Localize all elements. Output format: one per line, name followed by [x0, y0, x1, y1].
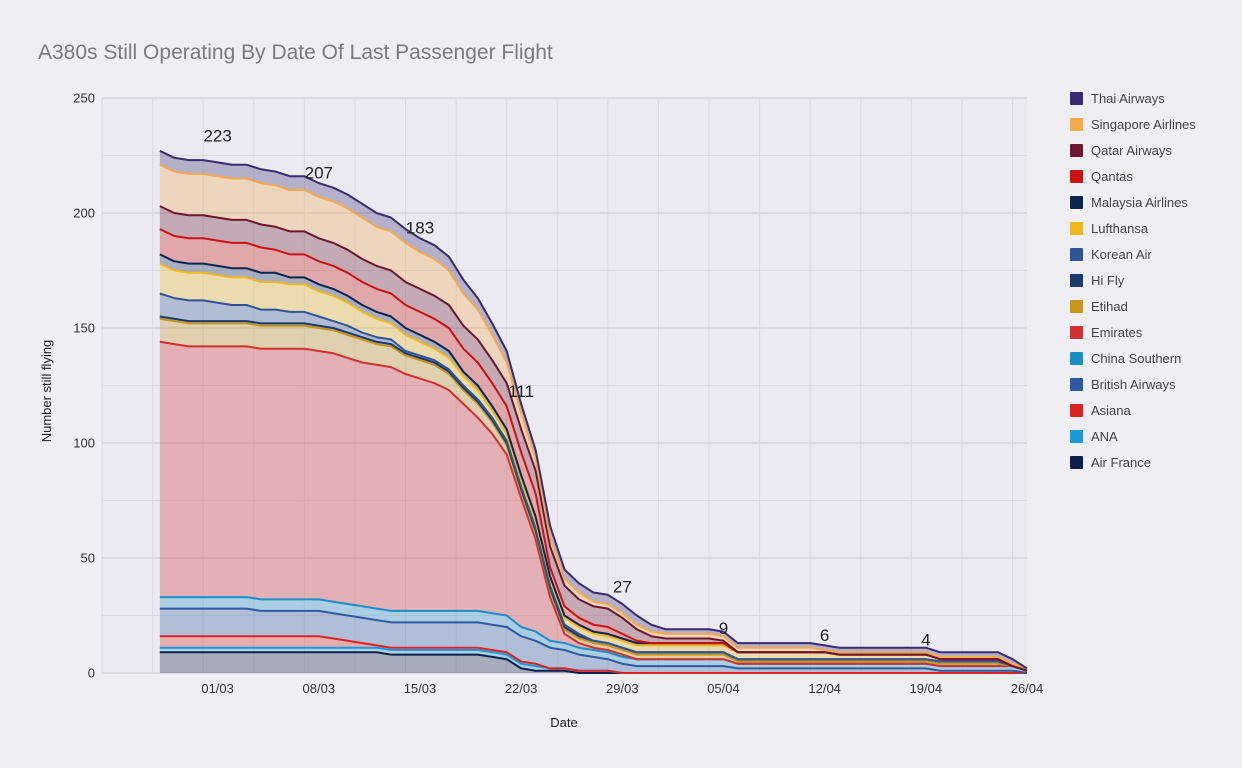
x-tick-label: 22/03 [505, 681, 538, 696]
legend-label-etihad: Etihad [1091, 299, 1128, 314]
annotation-label: 4 [921, 630, 930, 649]
y-axis-label: Number still flying [39, 340, 54, 443]
legend-label-singapore-airlines: Singapore Airlines [1091, 117, 1196, 132]
line-korean-air [159, 292, 1028, 672]
x-tick-label: 12/04 [808, 681, 841, 696]
legend-label-ana: ANA [1091, 429, 1118, 444]
legend-swatch-thai-airways [1070, 92, 1083, 105]
line-singapore-airlines [159, 163, 1028, 670]
annotations: 223 207 183 111 27 9 6 4 [203, 127, 930, 650]
area-emirates [159, 341, 1027, 671]
legend-label-hi-fly: Hi Fly [1091, 273, 1125, 288]
line-emirates [159, 340, 1028, 672]
area-singapore-airlines [159, 164, 1027, 671]
legend-swatch-asiana [1070, 404, 1083, 417]
legend-label-emirates: Emirates [1091, 325, 1143, 340]
annotation-label: 223 [203, 127, 231, 146]
x-tick-label: 05/04 [707, 681, 740, 696]
y-tick-label: 50 [81, 551, 95, 566]
x-tick-label: 26/04 [1011, 681, 1044, 696]
legend-swatch-hi-fly [1070, 274, 1083, 287]
chart-title: A380s Still Operating By Date Of Last Pa… [38, 41, 553, 64]
legend-swatch-emirates [1070, 326, 1083, 339]
annotation-label: 6 [820, 626, 829, 645]
legend-label-asiana: Asiana [1091, 403, 1132, 418]
area-china-southern [159, 597, 1027, 673]
line-etihad [159, 317, 1028, 672]
legend-swatch-korean-air [1070, 248, 1083, 261]
legend-label-air-france: Air France [1091, 455, 1151, 470]
y-tick-label: 150 [73, 321, 95, 336]
y-tick-label: 100 [73, 436, 95, 451]
annotation-label: 27 [613, 578, 632, 597]
series-lines [159, 149, 1028, 674]
y-axis-ticks: 0 50 100 150 200 250 [73, 91, 95, 681]
legend-swatch-singapore-airlines [1070, 118, 1083, 131]
legend-label-qantas: Qantas [1091, 169, 1133, 184]
annotation-label: 183 [406, 219, 434, 238]
legend-swatch-lufthansa [1070, 222, 1083, 235]
x-axis-ticks: 01/03 08/03 15/03 22/03 29/03 05/04 12/04 19/04… [201, 681, 1043, 696]
legend-label-lufthansa: Lufthansa [1091, 221, 1149, 236]
legend-swatch-china-southern [1070, 352, 1083, 365]
legend-swatch-qatar-airways [1070, 144, 1083, 157]
area-ana [159, 647, 1027, 673]
x-tick-label: 29/03 [606, 681, 639, 696]
legend-label-korean-air: Korean Air [1091, 247, 1152, 262]
legend-swatch-air-france [1070, 456, 1083, 469]
legend-swatch-qantas [1070, 170, 1083, 183]
x-tick-label: 15/03 [404, 681, 437, 696]
x-tick-label: 01/03 [201, 681, 234, 696]
legend-swatch-etihad [1070, 300, 1083, 313]
x-tick-label: 08/03 [303, 681, 336, 696]
legend-label-china-southern: China Southern [1091, 351, 1181, 366]
x-axis-label: Date [550, 715, 577, 730]
x-tick-label: 19/04 [910, 681, 943, 696]
area-british-airways [159, 608, 1027, 673]
line-qatar-airways [159, 205, 1028, 672]
line-british-airways [159, 607, 1028, 674]
annotation-label: 111 [508, 382, 534, 401]
legend-label-thai-airways: Thai Airways [1091, 91, 1165, 106]
legend-swatch-ana [1070, 430, 1083, 443]
line-thai-airways [159, 149, 1028, 670]
legend: Thai Airways Singapore Airlines Qatar Airw… [1070, 91, 1196, 470]
area-air-france [159, 652, 1027, 673]
annotation-label: 207 [305, 164, 333, 183]
line-asiana [159, 635, 1027, 674]
legend-label-qatar-airways: Qatar Airways [1091, 143, 1172, 158]
y-tick-label: 0 [88, 666, 95, 681]
legend-label-malaysia-airlines: Malaysia Airlines [1091, 195, 1188, 210]
legend-swatch-malaysia-airlines [1070, 196, 1083, 209]
legend-label-british-airways: British Airways [1091, 377, 1176, 392]
annotation-label: 9 [719, 619, 728, 638]
y-tick-label: 250 [73, 91, 95, 106]
y-tick-label: 200 [73, 206, 95, 221]
legend-swatch-british-airways [1070, 378, 1083, 391]
